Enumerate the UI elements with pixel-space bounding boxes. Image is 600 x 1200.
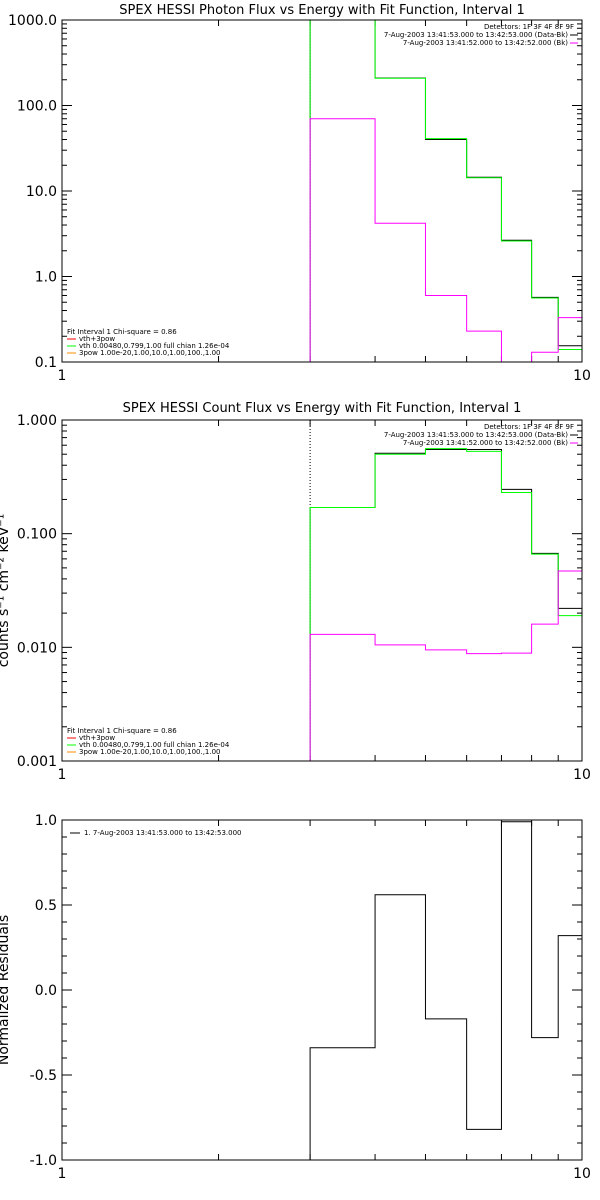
fit-legend-label: 3pow 1.00e-20,1.00,10.0,1.00,100.,1.00	[79, 748, 221, 756]
chart-title: SPEX HESSI Photon Flux vs Energy with Fi…	[119, 3, 525, 18]
y-tick-label: 1.000	[17, 413, 57, 429]
plot-frame	[61, 419, 583, 762]
y-tick-label: 0.0	[35, 983, 57, 999]
chart-panel-2: SPEX HESSI Count Flux vs Energy with Fit…	[0, 401, 591, 783]
x-tick-label: 10	[573, 368, 591, 384]
time-range-label: 7-Aug-2003 13:41:52.000 to 13:42:52.000 …	[403, 439, 568, 447]
fit-legend-label: 3pow 1.00e-20,1.00,10.0,1.00,100.,1.00	[79, 349, 221, 357]
time-range-label: 7-Aug-2003 13:41:52.000 to 13:42:52.000 …	[403, 39, 568, 47]
series-line-1	[309, 821, 582, 1160]
fit-legend-label: vth 0.00480,0.799,1.00 full chian 1.26e-…	[79, 342, 230, 350]
plot-frame	[61, 19, 583, 363]
residual-legend-label: 1. 7-Aug-2003 13:41:53.000 to 13:42:53.0…	[84, 829, 242, 837]
fit-legend-label: vth 0.00480,0.799,1.00 full chian 1.26e-…	[79, 741, 230, 749]
series-line-2	[309, 448, 582, 761]
x-tick-label: 1	[58, 368, 67, 384]
series-line-1	[309, 20, 582, 362]
time-range-label: 7-Aug-2003 13:41:53.000 to 13:42:53.000 …	[384, 431, 568, 439]
x-tick-label: 1	[58, 1166, 67, 1182]
y-tick-label: 10.0	[26, 184, 57, 200]
y-axis-label: Normalized Residuals	[0, 915, 12, 1065]
fit-legend-label: vth+3pow	[79, 734, 115, 742]
plot-area	[309, 821, 582, 1160]
y-tick-label: 1.0	[35, 270, 57, 286]
series-line-3	[309, 570, 582, 761]
plot-area	[309, 448, 582, 761]
series-line-2	[309, 20, 582, 362]
y-tick-label: 0.100	[17, 527, 57, 543]
x-tick-label: 10	[573, 767, 591, 783]
chart-panel-3: -1.0 -0.5 0.0 0.5 1.0 1 10 Normalized Residuals…	[0, 813, 591, 1182]
y-tick-label: 1000.0	[8, 13, 57, 29]
time-range-label: 7-Aug-2003 13:41:53.000 to 13:42:53.000 …	[384, 31, 568, 39]
fit-legend-label: Fit Interval 1 Chi-square = 0.86	[67, 328, 177, 336]
y-tick-label: 0.010	[17, 640, 57, 656]
x-tick-label: 10	[573, 1166, 591, 1182]
y-tick-label: 0.001	[17, 754, 57, 770]
y-tick-label: 100.0	[17, 99, 57, 115]
chart-title: SPEX HESSI Count Flux vs Energy with Fit…	[123, 401, 522, 416]
x-tick-label: 1	[58, 767, 67, 783]
y-tick-label: 0.5	[35, 898, 57, 914]
y-tick-label: 0.1	[35, 355, 57, 371]
plot-frame	[61, 819, 583, 1161]
y-tick-label: -1.0	[30, 1153, 57, 1169]
detector-label: Detectors: 1F 3F 4F 8F 9F	[484, 23, 574, 31]
series-line-3	[309, 118, 582, 362]
y-tick-label: 1.0	[35, 813, 57, 829]
y-tick-label: -0.5	[30, 1068, 57, 1084]
fit-legend-label: vth+3pow	[79, 335, 115, 343]
chart-panel-1: SPEX HESSI Photon Flux vs Energy with Fi…	[8, 3, 591, 384]
detector-label: Detectors: 1F 3F 4F 8F 9F	[484, 423, 574, 431]
y-axis-label: counts s⁻¹ cm⁻² keV⁻¹	[0, 514, 12, 668]
series-line-1	[309, 449, 582, 761]
plot-area	[309, 20, 582, 362]
fit-legend-label: Fit Interval 1 Chi-square = 0.86	[67, 727, 177, 735]
